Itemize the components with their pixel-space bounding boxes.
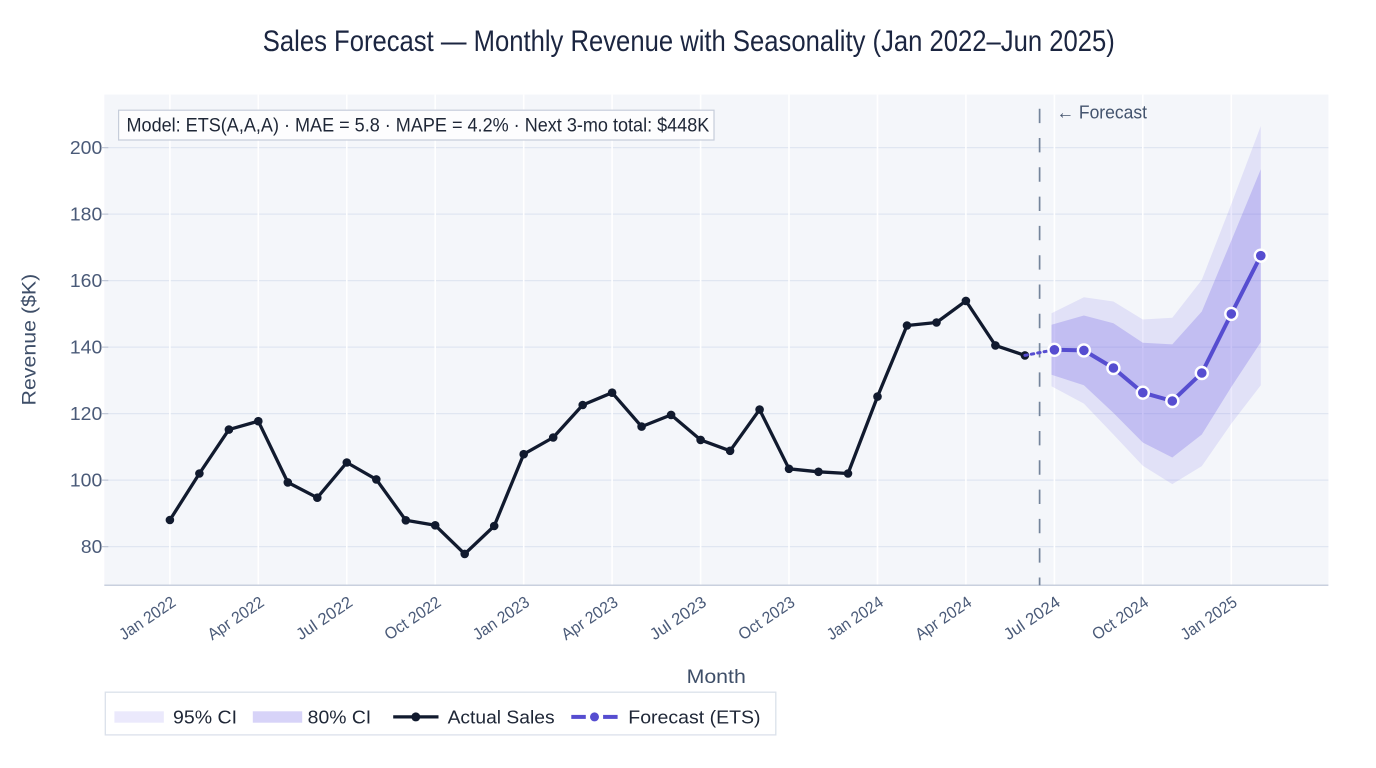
svg-text:Jan 2022: Jan 2022 — [116, 593, 179, 644]
svg-text:Forecast (ETS): Forecast (ETS) — [628, 706, 760, 727]
svg-text:80: 80 — [81, 536, 102, 557]
svg-text:Jan 2025: Jan 2025 — [1177, 593, 1240, 644]
svg-text:Apr 2024: Apr 2024 — [912, 593, 975, 644]
svg-text:Jan 2023: Jan 2023 — [470, 593, 533, 644]
svg-text:Sales Forecast — Monthly Reven: Sales Forecast — Monthly Revenue with Se… — [263, 25, 1115, 58]
svg-text:120: 120 — [70, 403, 102, 424]
svg-text:Jul 2023: Jul 2023 — [647, 593, 710, 644]
svg-text:Oct 2024: Oct 2024 — [1089, 593, 1152, 644]
svg-text:Apr 2023: Apr 2023 — [558, 593, 621, 644]
svg-text:Apr 2022: Apr 2022 — [204, 593, 267, 644]
svg-text:Jul 2024: Jul 2024 — [1001, 593, 1064, 644]
svg-text:160: 160 — [70, 270, 102, 291]
svg-text:140: 140 — [70, 336, 102, 357]
svg-text:Model: ETS(A,A,A) · MAE = 5.8: Model: ETS(A,A,A) · MAE = 5.8 · MAPE = 4… — [127, 116, 710, 137]
svg-text:Revenue ($K): Revenue ($K) — [20, 274, 41, 406]
svg-text:Jul 2022: Jul 2022 — [293, 593, 356, 644]
svg-text:← Forecast: ← Forecast — [1057, 102, 1148, 123]
svg-text:Jan 2024: Jan 2024 — [824, 593, 887, 644]
svg-text:Oct 2023: Oct 2023 — [735, 593, 798, 644]
svg-text:180: 180 — [70, 203, 102, 224]
svg-text:200: 200 — [70, 137, 102, 158]
svg-text:Oct 2022: Oct 2022 — [381, 593, 444, 644]
svg-text:95% CI: 95% CI — [173, 706, 237, 727]
svg-text:80% CI: 80% CI — [308, 706, 372, 727]
svg-text:Month: Month — [687, 667, 746, 688]
svg-text:100: 100 — [70, 469, 102, 490]
svg-text:Actual Sales: Actual Sales — [448, 706, 555, 727]
